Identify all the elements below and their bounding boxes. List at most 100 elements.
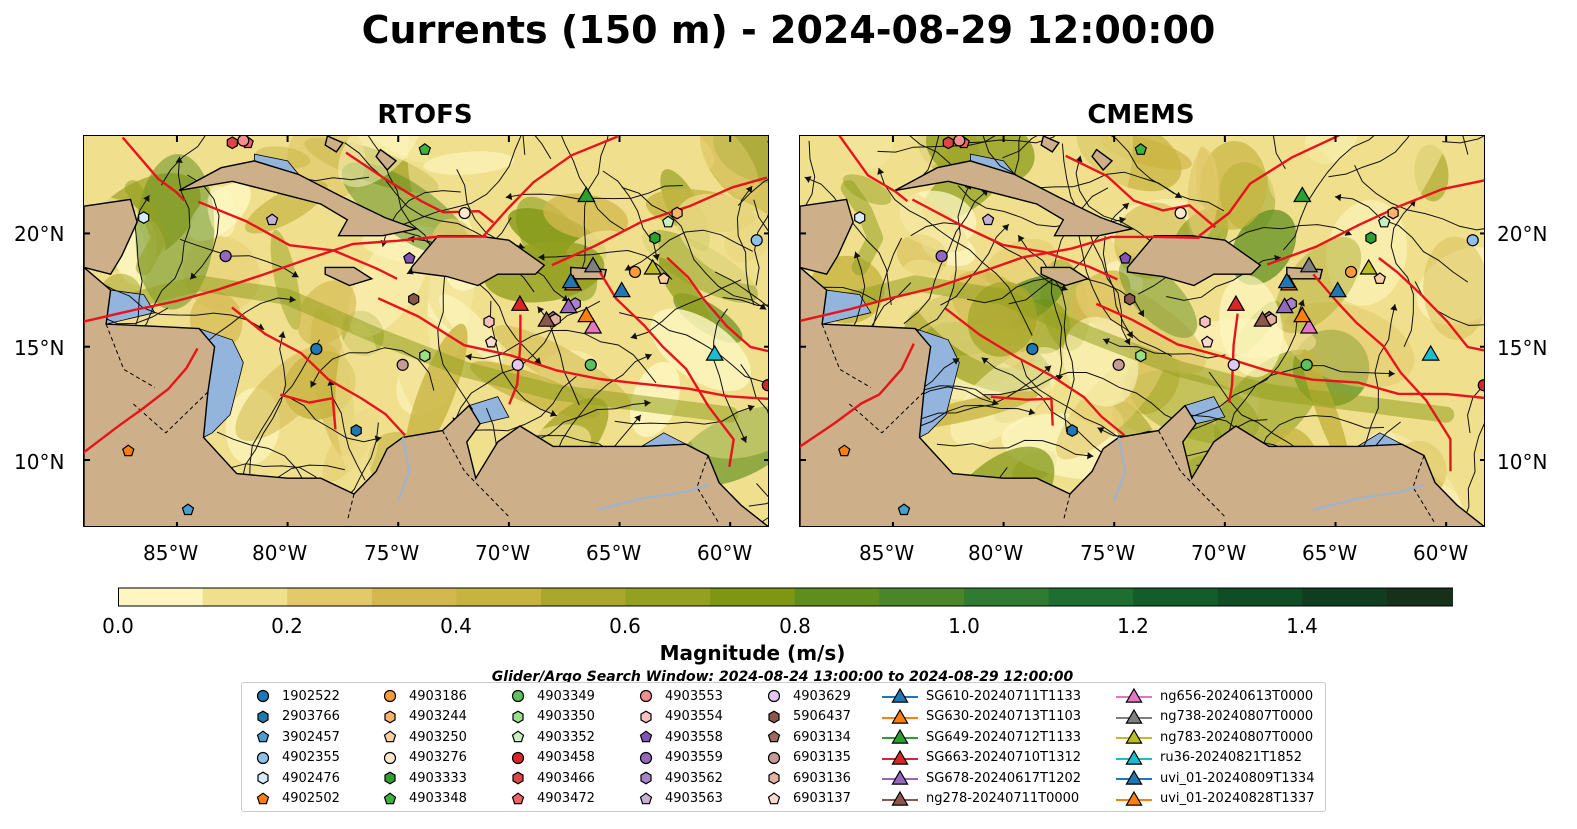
land: [324, 266, 374, 287]
platform-marker: [854, 211, 866, 224]
legend-entry-label: ng278-20240711T0000: [926, 791, 1080, 806]
boundary-line: [1095, 302, 1484, 400]
platform-marker: [649, 231, 661, 245]
boundary-line: [84, 347, 199, 454]
legend-entry: 4903186: [379, 686, 467, 706]
platform-marker: [1365, 231, 1377, 245]
legend-entry: 4903276: [379, 748, 467, 768]
platform-marker: [181, 503, 195, 516]
current-magnitude-blob: [423, 151, 515, 175]
boundary-line: [1065, 154, 1217, 229]
colorbar-segment: [964, 588, 1050, 606]
platform-marker: [577, 306, 596, 323]
boundary-line: [121, 136, 186, 202]
platform-marker: [483, 315, 495, 329]
colorbar-segment: [456, 588, 542, 606]
legend-entry-label: 4903349: [537, 688, 595, 704]
legend-marker-icon: [511, 791, 525, 804]
legend-entry: 6903135: [763, 748, 851, 768]
legend-marker-icon: [383, 689, 397, 703]
legend-entry-label: 4903333: [409, 770, 467, 786]
platform-marker: [537, 310, 556, 327]
current-magnitude-blob: [700, 136, 759, 199]
current-magnitude-blob: [1070, 136, 1133, 232]
platform-marker: [1293, 186, 1312, 203]
legend-marker-icon: [767, 751, 781, 764]
current-magnitude-blob: [543, 193, 629, 240]
legend-entry-label: 4903350: [537, 709, 595, 724]
platform-marker: [1124, 292, 1136, 306]
colorbar-tick-label: 1.0: [948, 614, 980, 638]
current-magnitude-blob: [700, 136, 768, 220]
platform-marker: [396, 358, 409, 371]
legend-entry: ng656-20240613T0000: [1116, 686, 1313, 706]
streamline: [1228, 364, 1395, 432]
platform-marker: [1227, 358, 1240, 371]
platform-marker: [1174, 206, 1187, 220]
platform-marker: [1026, 342, 1039, 356]
legend-entry: 4903629: [763, 686, 851, 706]
platform-marker: [1112, 358, 1125, 371]
legend-entry-label: 5906437: [793, 709, 851, 724]
legend-marker-icon: [767, 791, 781, 804]
platform-marker: [403, 251, 416, 264]
legend-marker-icon: [256, 751, 270, 764]
platform-marker: [350, 424, 362, 437]
streamline-arrowhead: [740, 435, 747, 443]
streamline: [367, 136, 434, 252]
streamline-arrowhead: [652, 253, 660, 261]
streamline-arrowhead: [1124, 337, 1131, 345]
platform-marker: [1299, 317, 1319, 334]
streamline-arrowhead: [1122, 203, 1129, 210]
boundary-line: [231, 306, 406, 437]
lon-tick-label: 65°W: [586, 541, 642, 565]
legend-marker-icon: [882, 687, 918, 703]
lon-tick-label: 80°W: [252, 541, 308, 565]
streamline: [1071, 219, 1173, 357]
legend-entry: uvi_01-20240809T1334: [1116, 768, 1314, 788]
legend-entry: 4903562: [635, 768, 723, 788]
colorbar: [118, 587, 1453, 607]
legend-entry-label: 4903472: [537, 791, 595, 806]
streamline-arrowhead: [644, 399, 651, 407]
streamline-arrowhead: [143, 195, 150, 203]
streamline-arrowhead: [991, 398, 999, 406]
legend-entry-label: 2903766: [282, 709, 340, 724]
platform-marker: [408, 292, 420, 306]
legend-entry-label: SG678-20240617T1202: [926, 770, 1082, 786]
legend-entry: 4902502: [252, 789, 340, 809]
streamline-arrowhead: [538, 253, 545, 261]
platform-marker: [1119, 251, 1132, 264]
legend-entry: SG630-20240713T1103: [882, 707, 1081, 727]
colorbar-label: Magnitude (m/s): [659, 641, 846, 665]
river: [1113, 437, 1127, 502]
boundary-line: [279, 393, 337, 430]
legend-entry-label: 4903554: [665, 709, 723, 724]
streamline-arrowhead: [465, 353, 472, 361]
legend-entry-label: SG663-20240710T1312: [926, 750, 1082, 765]
streamline: [1390, 199, 1417, 347]
lat-tick-label: 20°N: [1497, 222, 1548, 246]
streamline-arrowhead: [291, 270, 299, 278]
legend-entry-label: 4903562: [665, 770, 723, 786]
platform-marker: [559, 297, 578, 314]
legend-entry-label: 4903348: [409, 791, 467, 806]
streamline: [737, 179, 768, 206]
streamline-arrowhead: [1334, 193, 1342, 202]
platform-marker: [1344, 265, 1358, 279]
current-magnitude-blob: [1393, 136, 1467, 224]
map-cmems[interactable]: [799, 135, 1485, 527]
legend-entry-label: 4903563: [665, 791, 723, 806]
boundary-line: [800, 343, 915, 449]
streamline-arrowhead: [549, 410, 557, 417]
streamline-arrowhead: [1137, 309, 1144, 317]
platform-marker: [1135, 349, 1147, 363]
boundary-line: [84, 235, 487, 323]
legend-entry-label: 4903250: [409, 729, 467, 745]
legend-entry: 6903136: [763, 768, 851, 788]
colorbar-segment: [287, 588, 373, 606]
land: [375, 148, 398, 172]
map-rtofs[interactable]: [83, 135, 769, 527]
streamline-arrowhead: [1018, 235, 1025, 243]
legend-entry: ng738-20240807T0000: [1116, 707, 1313, 727]
